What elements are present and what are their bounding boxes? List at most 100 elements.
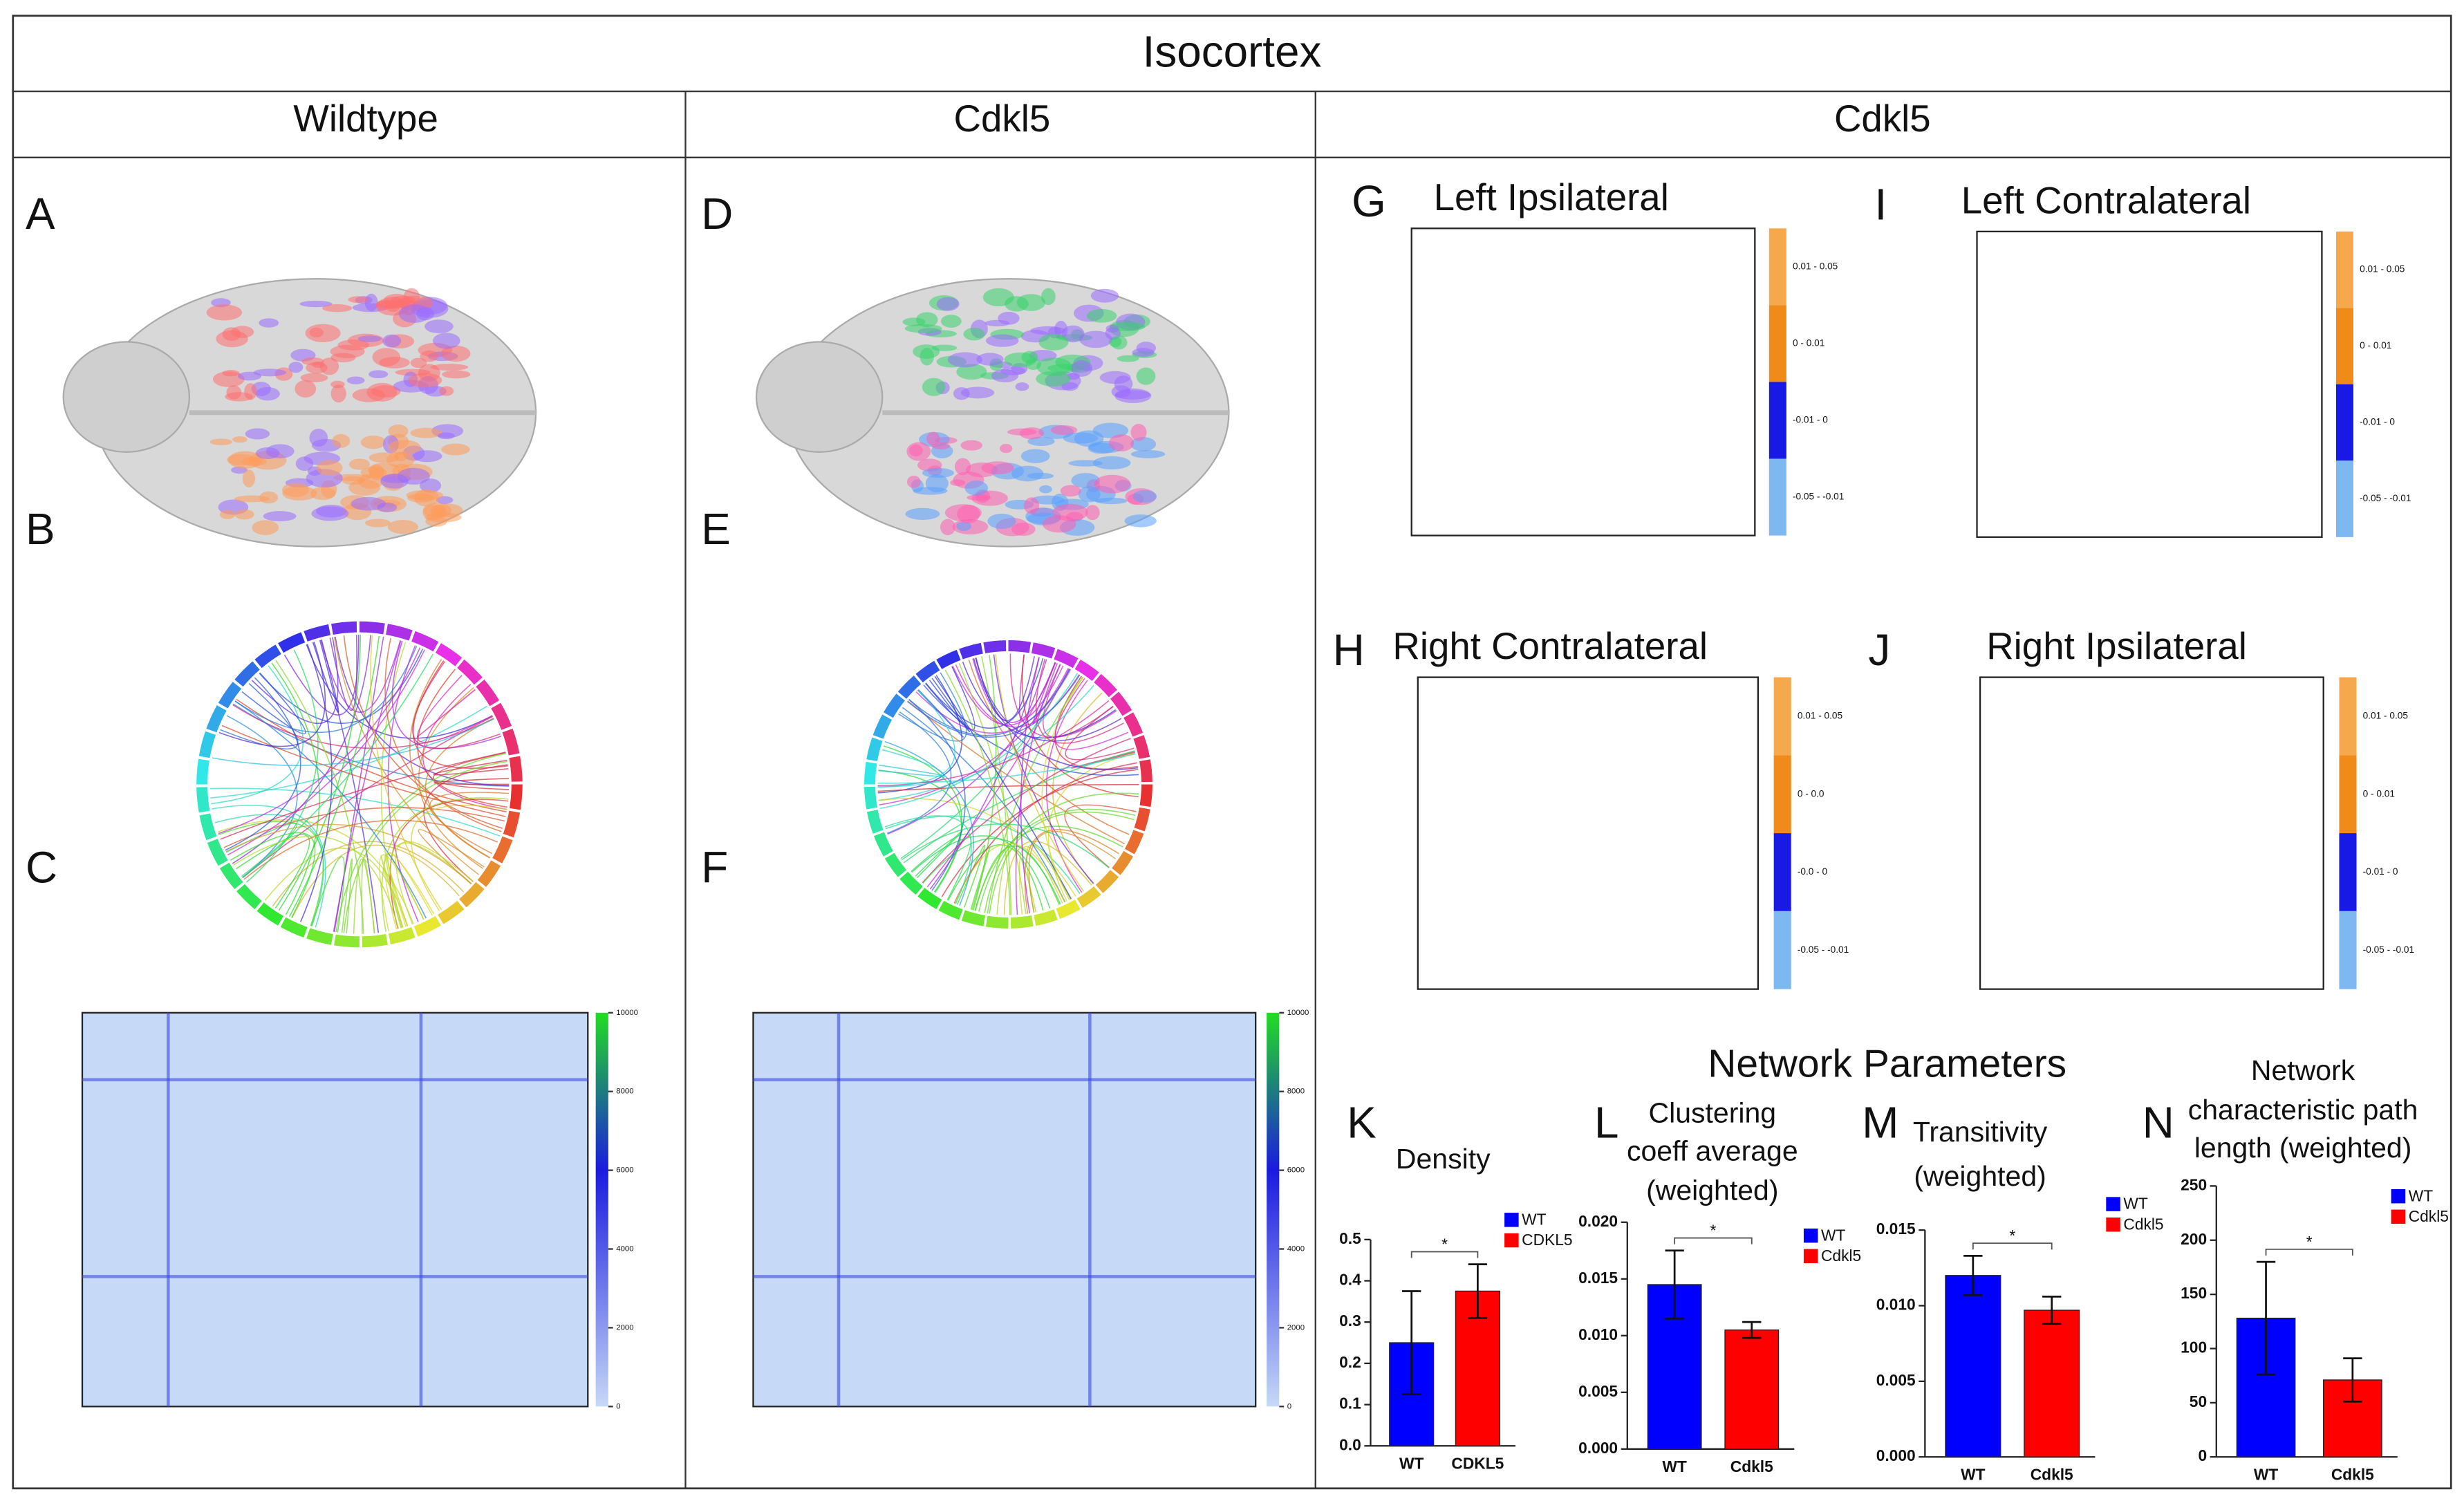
chord-link <box>381 797 509 932</box>
significance-bracket <box>1972 1242 2053 1250</box>
y-tick-label: 0.2 <box>1339 1353 1361 1371</box>
chord-link <box>241 672 306 735</box>
colorbar <box>595 1012 608 1407</box>
chord-link <box>423 764 508 882</box>
fiber-blob <box>368 370 389 379</box>
fiber-blob <box>1130 449 1166 458</box>
colorbar-tick-label: 0 <box>616 1402 620 1410</box>
chart-title: Clustering <box>1649 1097 1777 1129</box>
chord-link <box>877 700 1110 787</box>
legend-label: WT <box>1522 1211 1546 1229</box>
chord-arc <box>477 860 501 887</box>
fiber-blob <box>956 521 971 531</box>
fiber-blob <box>330 384 346 403</box>
y-tick-label: 0.000 <box>1578 1439 1618 1457</box>
fiber-blob <box>360 467 387 478</box>
chord-link <box>1065 705 1135 761</box>
chord-link <box>923 684 1139 776</box>
chord-arc <box>502 728 520 756</box>
panel-letter: H <box>1333 625 1365 675</box>
heatmap-title: Left Contralateral <box>1961 179 2251 221</box>
scale-segment <box>1773 911 1791 989</box>
fiber-blob <box>1061 382 1079 391</box>
fiber-blob <box>902 317 926 326</box>
fiber-blob <box>348 458 371 470</box>
panel-letter: N <box>2143 1098 2174 1148</box>
fiber-blob <box>316 460 343 476</box>
chord-arc <box>256 902 284 926</box>
panel-letter: A <box>26 189 55 239</box>
bar <box>2024 1309 2080 1457</box>
chord-arc <box>1074 659 1099 681</box>
scale-label: 0.01 - 0.05 <box>2360 264 2405 274</box>
fiber-blob <box>206 304 243 321</box>
chord-link <box>370 635 442 911</box>
chord-link <box>1052 692 1103 884</box>
scale-segment <box>1768 458 1786 536</box>
fiber-blob <box>348 479 380 496</box>
chord-arc <box>362 933 388 948</box>
heatmap-frame <box>1417 676 1760 990</box>
fiber-blob <box>252 520 279 535</box>
fiber-blob <box>1038 333 1069 351</box>
fiber-blob <box>922 467 954 478</box>
chart-title: coeff average <box>1627 1135 1798 1166</box>
y-tick-label: 0.1 <box>1339 1395 1361 1413</box>
fiber-blob <box>1068 460 1103 467</box>
colorbar-tick-label: 8000 <box>1287 1088 1305 1096</box>
chord-link <box>245 649 319 883</box>
chord-link <box>978 808 1136 912</box>
fiber-blob <box>259 491 279 504</box>
chord-arc <box>899 871 923 895</box>
fiber-blob <box>1050 425 1078 436</box>
fiber-blob <box>380 473 409 489</box>
fiber-blob <box>1105 324 1119 333</box>
chord-link <box>395 841 474 925</box>
chord-arc <box>207 839 228 866</box>
y-tick-label: 0.0 <box>1339 1435 1361 1453</box>
chord-link <box>343 635 503 829</box>
chord-link <box>915 830 963 879</box>
scale-label: -0.05 - -0.01 <box>2363 944 2414 955</box>
legend-swatch <box>2106 1197 2120 1211</box>
fiber-blob <box>944 504 982 522</box>
legend-swatch <box>1504 1233 1519 1248</box>
chord-link <box>230 832 316 918</box>
chord-link <box>211 665 304 805</box>
y-tick-label: 200 <box>2181 1230 2207 1248</box>
fiber-blob <box>1090 288 1119 303</box>
fiber-blob <box>1114 375 1133 393</box>
chord-link <box>884 740 974 906</box>
scale-label: -0.01 - 0 <box>2363 866 2398 877</box>
fiber-blob <box>1071 473 1100 488</box>
chord-arc <box>961 910 986 926</box>
scale-label: -0.05 - -0.01 <box>1793 492 1844 502</box>
chart-title: Transitivity <box>1913 1116 2048 1148</box>
chord-arc <box>1034 909 1058 926</box>
chord-link <box>984 792 1139 913</box>
scale-segment <box>1768 228 1786 306</box>
table-border <box>12 15 2452 1490</box>
chord-arc <box>411 631 439 652</box>
chord-link <box>993 654 1094 884</box>
chord-link <box>411 804 507 911</box>
fiber-blob <box>1020 449 1050 463</box>
column-title: Cdkl5 <box>1834 97 1931 140</box>
chord-link <box>289 635 380 917</box>
chord-arc <box>510 784 523 810</box>
fiber-blob <box>234 509 254 520</box>
chord-arc <box>476 679 500 707</box>
fiber-blob <box>295 456 314 472</box>
fiber-blob <box>936 297 960 311</box>
chord-link <box>236 698 507 812</box>
legend-label: WT <box>2409 1186 2433 1204</box>
chord-link <box>333 636 384 932</box>
chord-arc <box>938 900 963 920</box>
scale-label: 0 - 0.01 <box>2360 340 2391 351</box>
scale-label: -0.01 - 0 <box>2360 417 2395 427</box>
fiber-blob <box>288 362 304 373</box>
y-tick-label: 0.3 <box>1339 1312 1361 1330</box>
chord-link <box>386 852 424 926</box>
heatmap-title: Left Ipsilateral <box>1434 176 1669 218</box>
chord-arc <box>985 915 1009 929</box>
